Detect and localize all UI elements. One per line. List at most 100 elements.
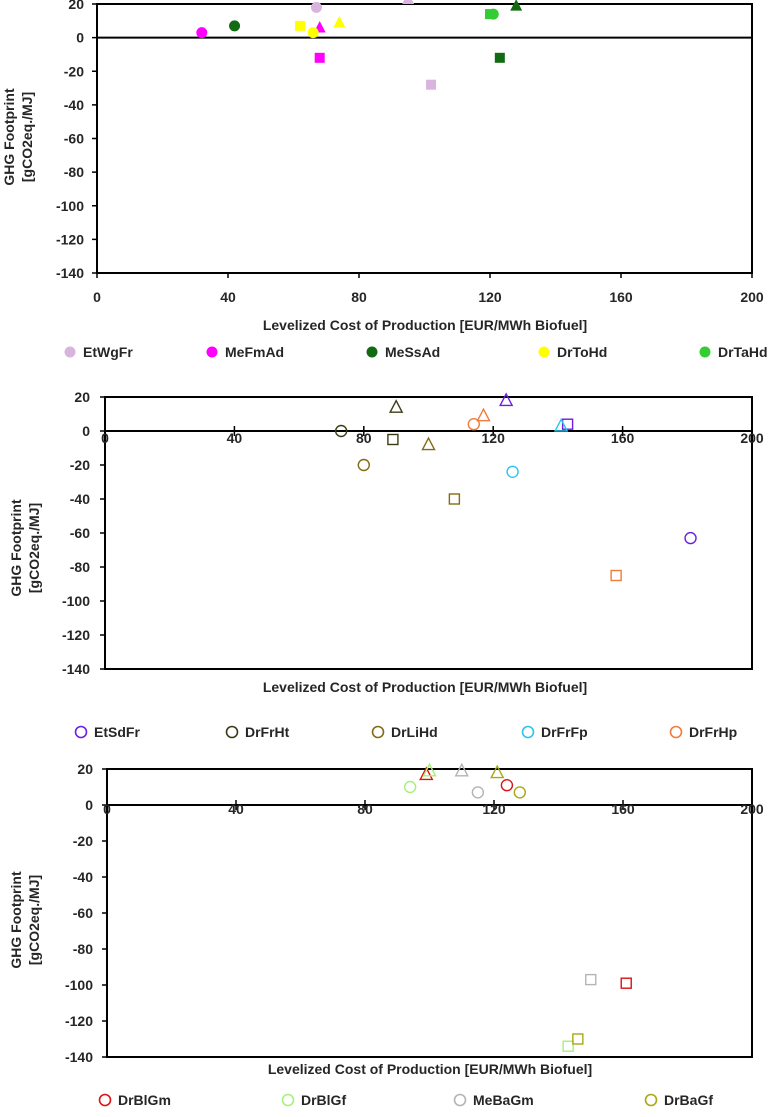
chart-1-xtick-label-0: 0 (93, 289, 101, 305)
chart-1-point-mefmad-2-square (314, 52, 325, 63)
chart-3-xtick-label-0: 0 (103, 801, 111, 817)
chart-2-legend-item-drfrhp: DrFrHp (669, 724, 737, 740)
chart-1-y-axis-title-line-0: GHG Footprint (1, 88, 17, 186)
chart-3-legend-item-mebagm: MeBaGm (453, 1092, 534, 1108)
chart-2-x-axis-title: Levelized Cost of Production [EUR/MWh Bi… (263, 679, 587, 695)
chart-1-xtick-label-2: 80 (351, 289, 367, 305)
chart-3-legend-label-drblgm: DrBlGm (118, 1092, 171, 1108)
chart-2-point-drfrht-0-circle (334, 424, 348, 438)
chart-1-ytick-label-6: -100 (56, 198, 84, 214)
chart-3-legend-label-mebagm: MeBaGm (473, 1092, 534, 1108)
chart-3-point-drbagf-1-circle (513, 786, 526, 799)
chart-3-x-axis-title: Levelized Cost of Production [EUR/MWh Bi… (268, 1061, 592, 1077)
chart-1-legend-marker-drtahd (699, 346, 711, 358)
chart-2-legend-marker-drfrht (225, 725, 239, 739)
chart-2-point-drfrfp-0-circle (506, 465, 519, 478)
chart-2-legend-marker-etsdfr (74, 725, 88, 739)
chart-1-plot-frame (96, 3, 753, 274)
chart-2-legend-marker-drfrfp (521, 725, 535, 739)
chart-1-legend-label-drtohd: DrToHd (557, 344, 607, 360)
chart-2-point-etsdfr-2-circle (684, 531, 697, 545)
chart-2-point-drlihd-0-circle (357, 458, 370, 472)
chart-3-ytick-label-8: -140 (65, 1049, 93, 1065)
chart-3-point-drbagf-0-triangle (490, 764, 505, 779)
chart-3-point-drbagf-2-square (572, 1033, 584, 1045)
chart-1-point-drtohd-1-circle (307, 27, 319, 39)
chart-1-ytick-label-0: 20 (68, 0, 84, 12)
chart-2-point-etsdfr-0-triangle (498, 392, 514, 407)
chart-1-legend-marker-etwgfr (64, 346, 76, 358)
chart-3-legend-label-drblgf: DrBlGf (301, 1092, 346, 1108)
chart-1-xtick-label-3: 120 (478, 289, 502, 305)
chart-3-point-drblgf-2-square (562, 1040, 574, 1052)
chart-2-xtick-label-5: 200 (740, 430, 764, 446)
chart-1-legend-item-etwgfr: EtWgFr (64, 344, 133, 360)
chart-2-legend-marker-drlihd (371, 725, 385, 739)
chart-2-ytick-label-0: 20 (74, 389, 90, 405)
chart-3-legend-item-drblgm: DrBlGm (98, 1092, 171, 1108)
chart-3-xtick-label-3: 120 (482, 801, 506, 817)
chart-2-point-drfrhp-2-square (610, 569, 622, 582)
chart-1-x-axis-title: Levelized Cost of Production [EUR/MWh Bi… (263, 317, 587, 333)
chart-2-ytick-label-1: 0 (82, 423, 90, 439)
chart-3-legend-item-drblgf: DrBlGf (281, 1092, 346, 1108)
chart-3-point-drblgf-0-circle (403, 780, 417, 794)
chart-2-point-drfrfp-1-triangle (553, 417, 569, 432)
chart-2-legend-marker-drfrhp (669, 725, 683, 739)
chart-3-point-mebagm-1-circle (471, 786, 485, 799)
chart-1-ytick-label-4: -60 (64, 131, 84, 147)
chart-2-legend-label-drfrht: DrFrHt (245, 724, 290, 740)
chart-3-xtick-label-4: 160 (611, 801, 635, 817)
chart-1-legend-label-messad: MeSsAd (385, 344, 440, 360)
chart-3-ytick-label-0: 20 (77, 761, 93, 777)
chart-3-y-axis-title-line-0: GHG Footprint (8, 871, 24, 969)
chart-2-ytick-label-4: -60 (70, 525, 90, 541)
chart-3-point-drblgm-2-square (620, 977, 632, 989)
chart-2-ytick-label-7: -120 (62, 627, 90, 643)
chart-2-xtick-label-0: 0 (101, 430, 109, 446)
chart-3-ytick-label-2: -20 (73, 833, 93, 849)
chart-1-ytick-label-8: -140 (56, 265, 84, 281)
chart-1-legend-label-drtahd: DrTaHd (718, 344, 768, 360)
chart-1-legend-item-drtahd: DrTaHd (699, 344, 768, 360)
chart-2-point-drfrht-2-square (387, 433, 399, 446)
chart-2-xtick-label-4: 160 (611, 430, 635, 446)
chart-1-xtick-label-4: 160 (609, 289, 633, 305)
chart-2-point-drfrht-1-triangle (388, 399, 404, 413)
chart-1-point-etwgfr-0-circle (310, 1, 322, 13)
chart-1-legend-marker-drtohd (538, 346, 550, 358)
chart-1-point-etwgfr-2-square (426, 79, 437, 90)
chart-1-ytick-label-7: -120 (56, 231, 84, 247)
chart-3-legend-marker-drbagf (644, 1093, 658, 1107)
chart-1-legend-marker-mefmad (206, 346, 218, 358)
chart-3-y-axis-title: GHG Footprint [gCO2eq./MJ] (8, 871, 42, 969)
chart-3-ytick-label-6: -100 (65, 977, 93, 993)
chart-3-point-mebagm-0-triangle (454, 762, 469, 777)
chart-2-ytick-label-3: -40 (70, 491, 90, 507)
chart-3-legend-marker-drblgf (281, 1093, 295, 1107)
chart-1-y-axis-title: GHG Footprint [gCO2eq./MJ] (1, 88, 35, 186)
chart-3-point-drblgm-1-circle (500, 779, 514, 792)
chart-2-ytick-label-2: -20 (70, 457, 90, 473)
chart-1-legend-label-etwgfr: EtWgFr (83, 344, 133, 360)
chart-3-ytick-label-4: -60 (73, 905, 93, 921)
chart-2-legend-label-drlihd: DrLiHd (391, 724, 438, 740)
chart-1-legend-item-drtohd: DrToHd (538, 344, 607, 360)
chart-2-ytick-label-8: -140 (62, 661, 90, 677)
chart-2-point-drfrhp-1-triangle (476, 407, 491, 422)
chart-3-legend-label-drbagf: DrBaGf (664, 1092, 713, 1108)
chart-2-ytick-label-5: -80 (70, 559, 90, 575)
chart-2-legend-item-drlihd: DrLiHd (371, 724, 438, 740)
chart-1-xtick-label-5: 200 (740, 289, 764, 305)
chart-1-point-drtohd-0-square (295, 20, 306, 31)
chart-1-legend-marker-messad (366, 346, 378, 358)
chart-3-legend-item-drbagf: DrBaGf (644, 1092, 713, 1108)
chart-3-xtick-label-2: 80 (357, 801, 373, 817)
chart-1-xtick-label-1: 40 (220, 289, 236, 305)
chart-3-plot-frame (106, 768, 753, 1058)
chart-2-legend-item-drfrfp: DrFrFp (521, 724, 588, 740)
chart-1-point-messad-2-square (494, 52, 505, 63)
